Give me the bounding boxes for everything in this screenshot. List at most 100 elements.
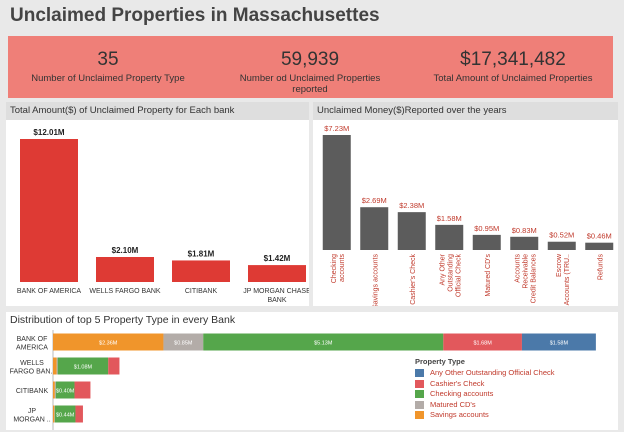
data-label: $5.13M: [314, 341, 333, 347]
category-label: Matured CD's: [485, 254, 492, 297]
kpi-banner: 35 Number of Unclaimed Property Type 59,…: [8, 36, 613, 98]
legend-swatch: [415, 379, 424, 388]
legend-label: Any Other Outstanding Official Check: [430, 368, 555, 377]
category-label: Credit Balances: [530, 254, 537, 304]
bar-segment: [57, 357, 109, 375]
data-label: $0.44M: [56, 413, 75, 419]
kpi-value: 35: [97, 49, 119, 70]
legend-swatch: [415, 400, 424, 409]
bar: [397, 212, 426, 250]
data-label: $2.10M: [112, 246, 139, 255]
legend-label: Cashier's Check: [430, 378, 485, 388]
yearly-money-chart-title: Unclaimed Money($)Reported over the year…: [313, 102, 618, 120]
data-label: $1.58M: [550, 341, 569, 347]
kpi-label: Total Amount of Unclaimed Properties: [433, 73, 593, 84]
bar: [547, 241, 576, 250]
bank-amount-chart: $12.01M BANK OF AMERICA $2.10M WELLS FARGO …: [17, 128, 309, 304]
kpi-value: $17,341,482: [460, 49, 566, 70]
kpi-label: Number od Unclaimed Properties reported: [239, 73, 381, 95]
data-label: $0.46M: [587, 232, 612, 241]
bar: [435, 224, 464, 250]
category-label: BANK OF AMERICA: [17, 288, 82, 295]
legend-label: Savings accounts: [430, 410, 489, 419]
bar-segment: [443, 333, 522, 351]
category-label: Outstanding: [447, 254, 454, 292]
category-label: Cashier's Check: [410, 254, 417, 305]
data-label: $1.42M: [264, 254, 291, 263]
page-title: Unclaimed Properties in Massachusettes: [10, 5, 380, 26]
data-label: $0.83M: [512, 226, 537, 235]
category-label: Accounts (TRU..: [564, 254, 571, 305]
bar: [172, 260, 230, 282]
legend-label: Matured CD's: [430, 399, 476, 409]
bar-segment: [53, 405, 55, 423]
legend-item: Savings accounts: [415, 410, 615, 421]
bar: [248, 265, 306, 282]
bar-segment: [75, 405, 83, 423]
legend: Property Type Any Other Outstanding Offi…: [415, 357, 615, 421]
distribution-panel: Distribution of top 5 Property Type in e…: [6, 312, 618, 430]
legend-swatch: [415, 369, 424, 378]
bar-segment: [53, 333, 164, 351]
category-label: Accounts: [514, 254, 521, 283]
category-label: Escrow: [556, 253, 563, 277]
distribution-chart-title: Distribution of top 5 Property Type in e…: [10, 314, 236, 326]
bar: [96, 256, 154, 282]
data-label: $0.95M: [474, 224, 499, 233]
data-label: $2.38M: [399, 201, 424, 210]
data-label: $2.36M: [99, 341, 118, 347]
bar-segment: [53, 357, 57, 375]
data-label: $0.52M: [549, 231, 574, 240]
data-label: $1.81M: [188, 249, 215, 258]
category-label: JP MORGAN CHASE: [243, 288, 309, 295]
category-label: Checking: [331, 254, 338, 283]
bar: [20, 139, 78, 282]
category-label: CITIBANK: [16, 388, 49, 395]
legend-item: Matured CD's: [415, 400, 615, 411]
legend-item: Checking accounts: [415, 389, 615, 400]
bar-segment: [55, 381, 75, 399]
category-label: WELLS FARGO BANK: [89, 288, 161, 295]
bank-amount-chart-title: Total Amount($) of Unclaimed Property fo…: [6, 102, 309, 120]
legend-label: Checking accounts: [430, 389, 494, 398]
data-label: $7.23M: [324, 124, 349, 133]
category-label: FARGO BAN..: [10, 368, 55, 375]
yearly-money-chart: $7.23M Checking accounts $2.69M Savings acco…: [322, 124, 614, 306]
bar-segment: [203, 333, 444, 351]
legend-title: Property Type: [415, 357, 465, 366]
legend-item: Cashier's Check: [415, 379, 615, 390]
legend-swatch: [415, 411, 424, 420]
bar: [510, 236, 539, 250]
category-label: Receivable: [522, 254, 529, 289]
bar-segment: [56, 357, 58, 375]
yearly-money-panel: Unclaimed Money($)Reported over the year…: [313, 102, 618, 306]
category-label: MORGAN ..: [13, 416, 50, 423]
kpi-properties-reported: 59,939 Number od Unclaimed Properties re…: [230, 36, 390, 98]
bar-segment: [108, 357, 120, 375]
category-label: accounts: [339, 254, 346, 283]
category-label: WELLS: [20, 360, 44, 367]
kpi-value: 59,939: [280, 49, 340, 70]
legend-swatch: [415, 390, 424, 399]
category-label: BANK: [267, 297, 286, 304]
data-label: $12.01M: [33, 128, 64, 137]
bank-amount-panel: Total Amount($) of Unclaimed Property fo…: [6, 102, 309, 306]
kpi-label: Number of Unclaimed Property Type: [31, 73, 185, 84]
bar-segment: [163, 333, 204, 351]
category-label: CITIBANK: [185, 288, 218, 295]
category-label: BANK OF: [17, 336, 48, 343]
bar: [360, 207, 389, 250]
data-label: $1.68M: [473, 341, 492, 347]
category-label: Official Check: [455, 254, 462, 298]
bar-segment: [521, 333, 596, 351]
bar-segment: [74, 381, 91, 399]
data-label: $1.08M: [74, 365, 93, 371]
kpi-total-amount: $17,341,482 Total Amount of Unclaimed Pr…: [413, 36, 613, 98]
category-label: JP: [28, 408, 37, 415]
data-label: $0.40M: [56, 389, 75, 395]
bar-segment: [54, 381, 56, 399]
category-label: Savings accounts: [372, 254, 379, 306]
category-label: Refunds: [597, 254, 604, 281]
bar-segment: [54, 405, 76, 423]
